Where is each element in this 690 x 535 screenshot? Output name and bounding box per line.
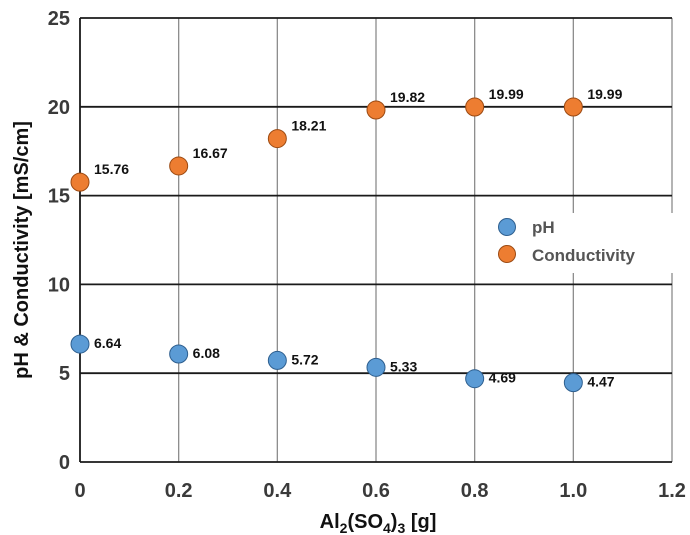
axes xyxy=(79,18,672,463)
x-tick-label: 1.2 xyxy=(658,480,686,502)
data-label-conductivity: 19.99 xyxy=(489,86,524,102)
data-label-ph: 6.64 xyxy=(94,335,121,351)
data-label-ph: 6.08 xyxy=(193,345,220,361)
x-tick-label: 0.2 xyxy=(165,480,193,502)
legend-background xyxy=(488,213,673,273)
data-label-ph: 4.69 xyxy=(489,370,516,386)
x-tick-label: 0.6 xyxy=(362,480,390,502)
point-conductivity xyxy=(366,100,386,120)
point-ph xyxy=(563,373,583,393)
y-tick-label: 25 xyxy=(48,8,70,30)
legend-marker-conductivity xyxy=(498,245,516,263)
y-axis-title: pH & Conductivity [mS/cm] xyxy=(11,121,33,379)
data-label-conductivity: 16.67 xyxy=(193,145,228,161)
point-ph xyxy=(267,350,287,370)
point-ph xyxy=(169,344,189,364)
legend-label-ph: pH xyxy=(532,218,555,237)
data-label-conductivity: 19.99 xyxy=(587,86,622,102)
x-tick-label: 0 xyxy=(74,480,85,502)
x-tick-labels: 0 0.2 0.4 0.6 0.8 1.0 1.2 xyxy=(74,480,685,502)
point-conductivity xyxy=(70,172,90,192)
data-label-conductivity: 15.76 xyxy=(94,161,129,177)
x-tick-label: 0.4 xyxy=(263,480,292,502)
y-tick-labels: 0 5 10 15 20 25 xyxy=(48,8,70,474)
data-label-ph: 5.33 xyxy=(390,358,417,374)
y-tick-label: 0 xyxy=(59,452,70,474)
y-tick-label: 20 xyxy=(48,97,70,119)
legend-marker-ph xyxy=(498,218,516,236)
x-axis-title: Al2(SO4)3 [g] xyxy=(320,511,437,535)
y-tick-label: 5 xyxy=(59,363,70,385)
point-conductivity xyxy=(169,156,189,176)
x-tick-label: 1.0 xyxy=(559,480,587,502)
point-conductivity xyxy=(267,129,287,149)
legend: pH Conductivity xyxy=(488,213,673,273)
data-label-ph: 4.47 xyxy=(587,374,614,390)
point-ph xyxy=(366,357,386,377)
data-label-ph: 5.72 xyxy=(291,351,318,367)
point-conductivity xyxy=(465,97,485,117)
data-points: 6.64 6.08 5.72 5.33 4.69 4.47 15.76 16.67 18.21 1… xyxy=(70,86,623,393)
legend-label-conductivity: Conductivity xyxy=(532,246,635,265)
point-ph xyxy=(70,334,90,354)
data-label-conductivity: 19.82 xyxy=(390,89,425,105)
y-tick-label: 15 xyxy=(48,186,70,208)
point-ph xyxy=(465,369,485,389)
y-tick-label: 10 xyxy=(48,274,70,296)
data-label-conductivity: 18.21 xyxy=(291,118,326,134)
point-conductivity xyxy=(563,97,583,117)
x-tick-label: 0.8 xyxy=(461,480,489,502)
